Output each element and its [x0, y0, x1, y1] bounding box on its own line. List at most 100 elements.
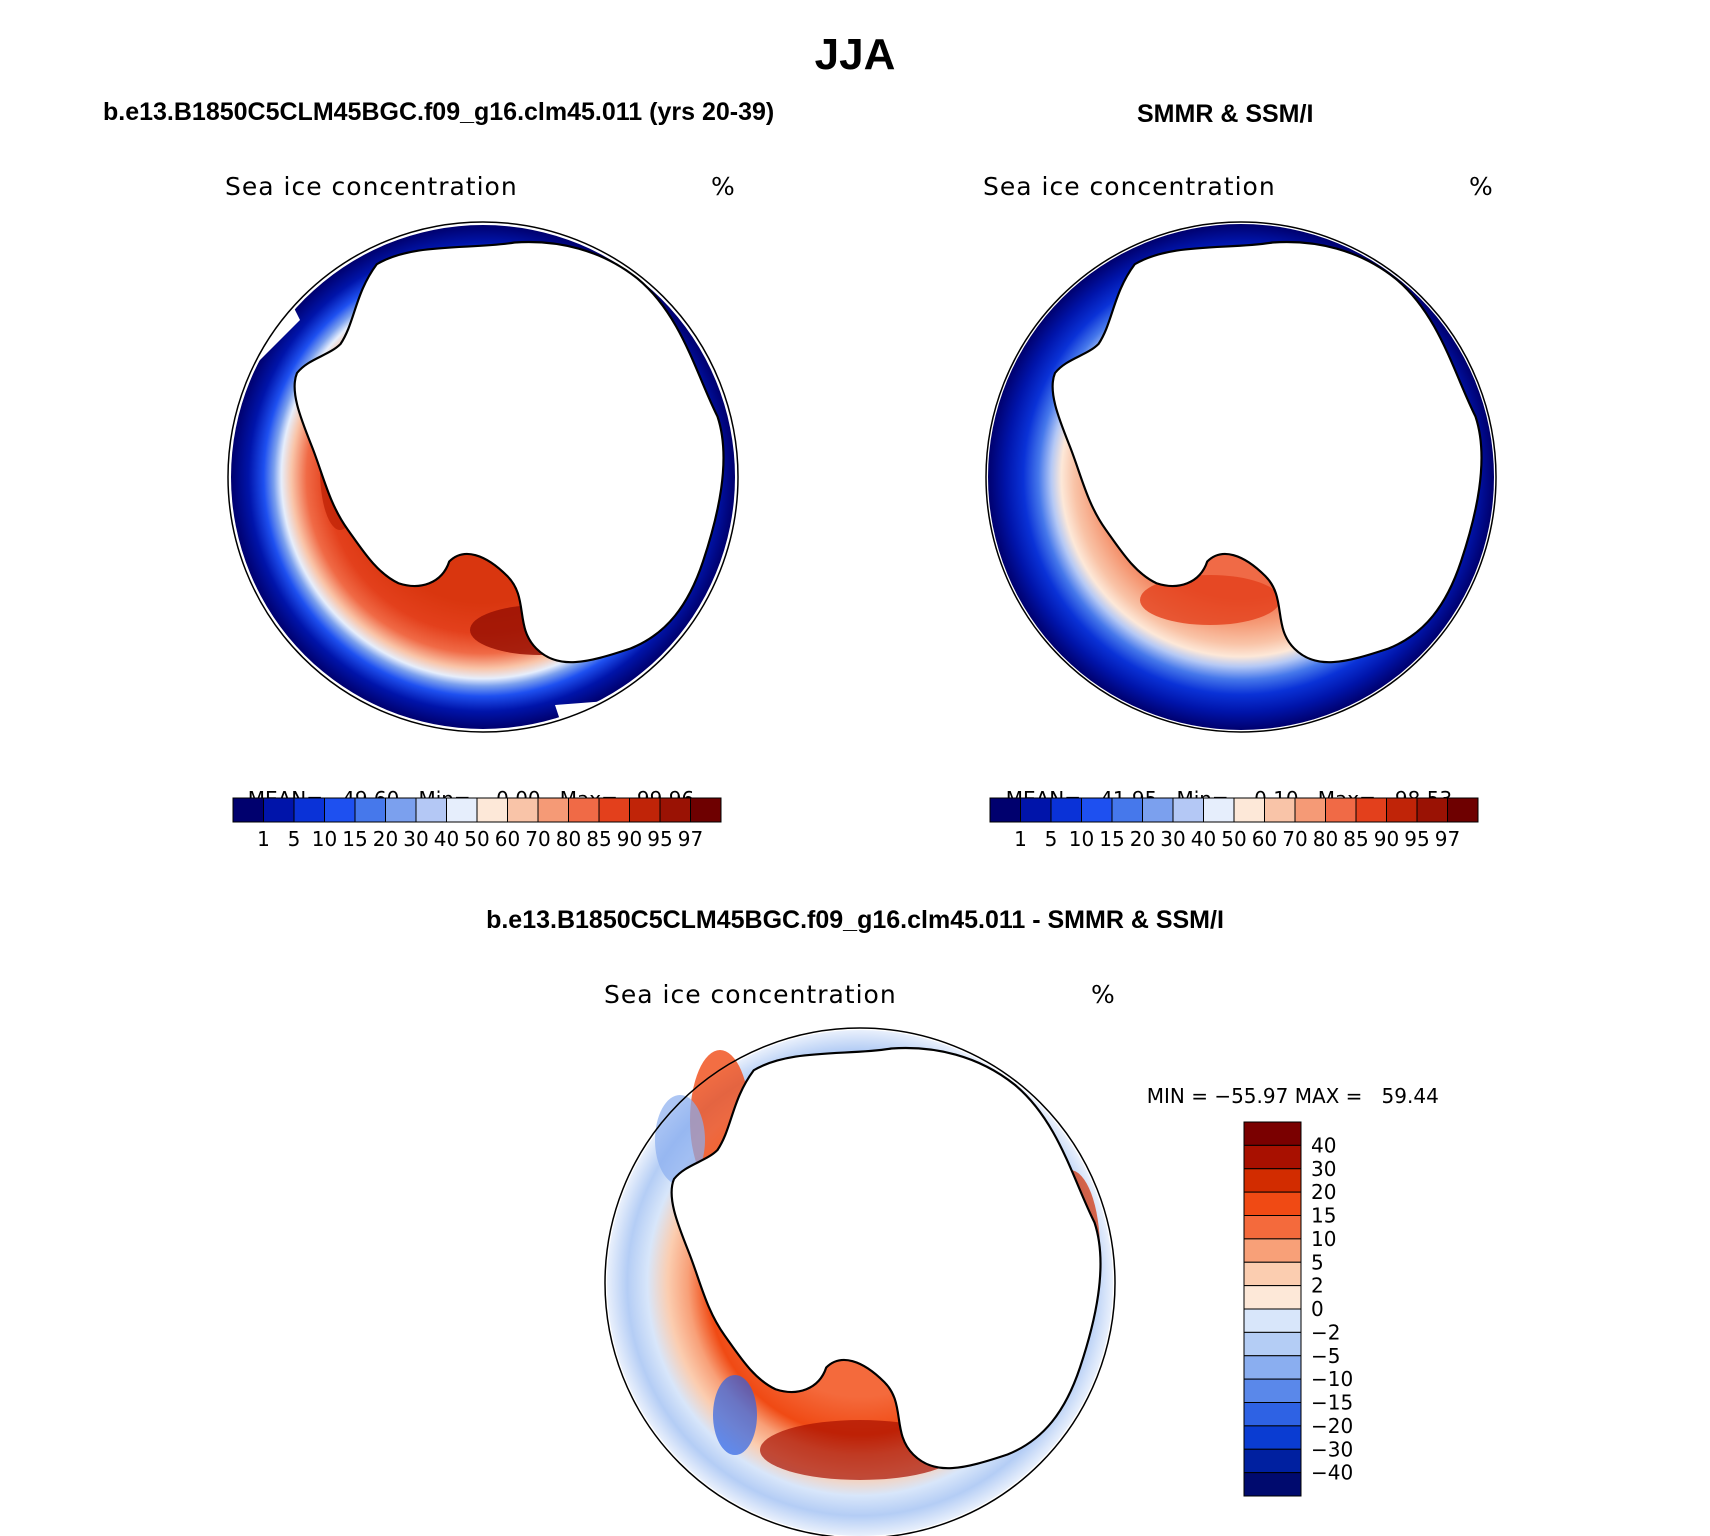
obs-colorbar-box [1264, 797, 1296, 823]
obs-map [985, 221, 1497, 733]
model-colorbar-box [598, 797, 630, 823]
obs-colorbar-label: 60 [1252, 827, 1277, 851]
difference-colorbar-label: −15 [1311, 1391, 1353, 1415]
difference-colorbar-box [1243, 1308, 1302, 1333]
model-colorbar-label: 15 [342, 827, 367, 851]
obs-colorbar-label: 70 [1282, 827, 1307, 851]
model-colorbar: 1 5 10 15 20 30 40 50 60 70 80 85 90 95 97 [232, 797, 722, 851]
difference-colorbar-box [1243, 1121, 1302, 1146]
model-colorbar-label: 80 [556, 827, 581, 851]
obs-colorbar-box [1172, 797, 1204, 823]
model-colorbar-box [690, 797, 722, 823]
model-colorbar-label: 30 [403, 827, 428, 851]
model-colorbar-label: 1 [257, 827, 270, 851]
obs-colorbar-label: 50 [1221, 827, 1246, 851]
obs-colorbar: 1 5 10 15 20 30 40 50 60 70 80 85 90 95 97 [989, 797, 1479, 851]
obs-map-frame [985, 221, 1497, 733]
difference-colorbar-box [1243, 1238, 1302, 1263]
model-colorbar-box [659, 797, 691, 823]
model-colorbar-box [324, 797, 356, 823]
difference-colorbar-label: −20 [1311, 1414, 1353, 1438]
obs-colorbar-box [1325, 797, 1357, 823]
difference-colorbar-label: −40 [1311, 1461, 1353, 1485]
obs-colorbar-label: 90 [1374, 827, 1399, 851]
obs-colorbar-box [1416, 797, 1448, 823]
model-map-frame [227, 221, 739, 733]
model-colorbar-label: 60 [495, 827, 520, 851]
obs-colorbar-label: 95 [1404, 827, 1429, 851]
obs-units: % [1469, 172, 1494, 201]
difference-colorbar-box [1243, 1144, 1302, 1170]
model-colorbar-box [293, 797, 325, 823]
obs-variable-title: Sea ice concentration [983, 172, 1276, 201]
model-colorbar-label: 85 [586, 827, 611, 851]
model-colorbar-label: 97 [678, 827, 703, 851]
model-colorbar-box [385, 797, 417, 823]
model-colorbar-label: 20 [373, 827, 398, 851]
difference-colorbar-label: 2 [1311, 1274, 1324, 1298]
obs-colorbar-label: 40 [1191, 827, 1216, 851]
model-variable-title: Sea ice concentration [225, 172, 518, 201]
model-map [227, 221, 739, 733]
difference-case-title: b.e13.B1850C5CLM45BGC.f09_g16.clm45.011 … [486, 906, 1224, 934]
diff-units: % [1091, 980, 1116, 1009]
figure-title: JJA [814, 30, 896, 79]
model-colorbar-box [507, 797, 539, 823]
obs-colorbar-label: 80 [1313, 827, 1338, 851]
difference-map-frame [604, 1027, 1116, 1536]
model-colorbar-label: 70 [525, 827, 550, 851]
difference-colorbar-label: 30 [1311, 1157, 1336, 1181]
model-colorbar-box [354, 797, 386, 823]
difference-map [604, 1027, 1116, 1536]
difference-colorbar-box [1243, 1472, 1302, 1497]
obs-colorbar-box [1111, 797, 1143, 823]
difference-colorbar-box [1243, 1448, 1302, 1474]
obs-colorbar-label: 97 [1435, 827, 1460, 851]
model-colorbar-label: 50 [464, 827, 489, 851]
obs-colorbar-label: 85 [1343, 827, 1368, 851]
model-colorbar-box [446, 797, 478, 823]
difference-colorbar-box [1243, 1191, 1302, 1216]
model-colorbar-label: 40 [434, 827, 459, 851]
difference-colorbar-box [1243, 1402, 1302, 1427]
model-colorbar-box [629, 797, 661, 823]
obs-colorbar-box [1050, 797, 1082, 823]
model-colorbar-label: 5 [288, 827, 301, 851]
difference-colorbar-label: 40 [1311, 1133, 1336, 1157]
difference-colorbar-box [1243, 1168, 1302, 1193]
obs-colorbar-label: 1 [1014, 827, 1027, 851]
difference-colorbar-label: −10 [1311, 1367, 1353, 1391]
difference-colorbar-label: 0 [1311, 1297, 1324, 1321]
obs-colorbar-box [1020, 797, 1052, 823]
difference-colorbar-box [1243, 1261, 1302, 1287]
difference-colorbar-label: 10 [1311, 1227, 1336, 1251]
model-colorbar-label: 90 [617, 827, 642, 851]
model-colorbar-box [476, 797, 508, 823]
difference-colorbar-box [1243, 1215, 1302, 1240]
model-colorbar-box [568, 797, 600, 823]
obs-colorbar-box [1233, 797, 1265, 823]
difference-colorbar-label: 20 [1311, 1180, 1336, 1204]
difference-colorbar-box [1243, 1285, 1302, 1310]
obs-colorbar-box [1386, 797, 1418, 823]
model-case-title: b.e13.B1850C5CLM45BGC.f09_g16.clm45.011 … [103, 98, 775, 126]
diff-variable-title: Sea ice concentration [604, 980, 897, 1009]
obs-colorbar-box [1447, 797, 1479, 823]
model-colorbar-box [263, 797, 295, 823]
diff-stats: MIN = −55.97 MAX = 59.44 [1146, 1084, 1439, 1108]
obs-colorbar-box [1203, 797, 1235, 823]
model-colorbar-label: 95 [647, 827, 672, 851]
obs-colorbar-label: 5 [1045, 827, 1058, 851]
obs-colorbar-label: 10 [1069, 827, 1094, 851]
difference-colorbar-label: 5 [1311, 1250, 1324, 1274]
obs-colorbar-label: 20 [1130, 827, 1155, 851]
model-colorbar-box [537, 797, 569, 823]
obs-colorbar-box [1142, 797, 1174, 823]
obs-case-title: SMMR & SSM/I [1137, 100, 1314, 128]
difference-colorbar-box [1243, 1378, 1302, 1403]
difference-colorbar-label: −2 [1311, 1320, 1340, 1344]
model-colorbar-label: 10 [312, 827, 337, 851]
difference-colorbar-label: 15 [1311, 1204, 1336, 1228]
